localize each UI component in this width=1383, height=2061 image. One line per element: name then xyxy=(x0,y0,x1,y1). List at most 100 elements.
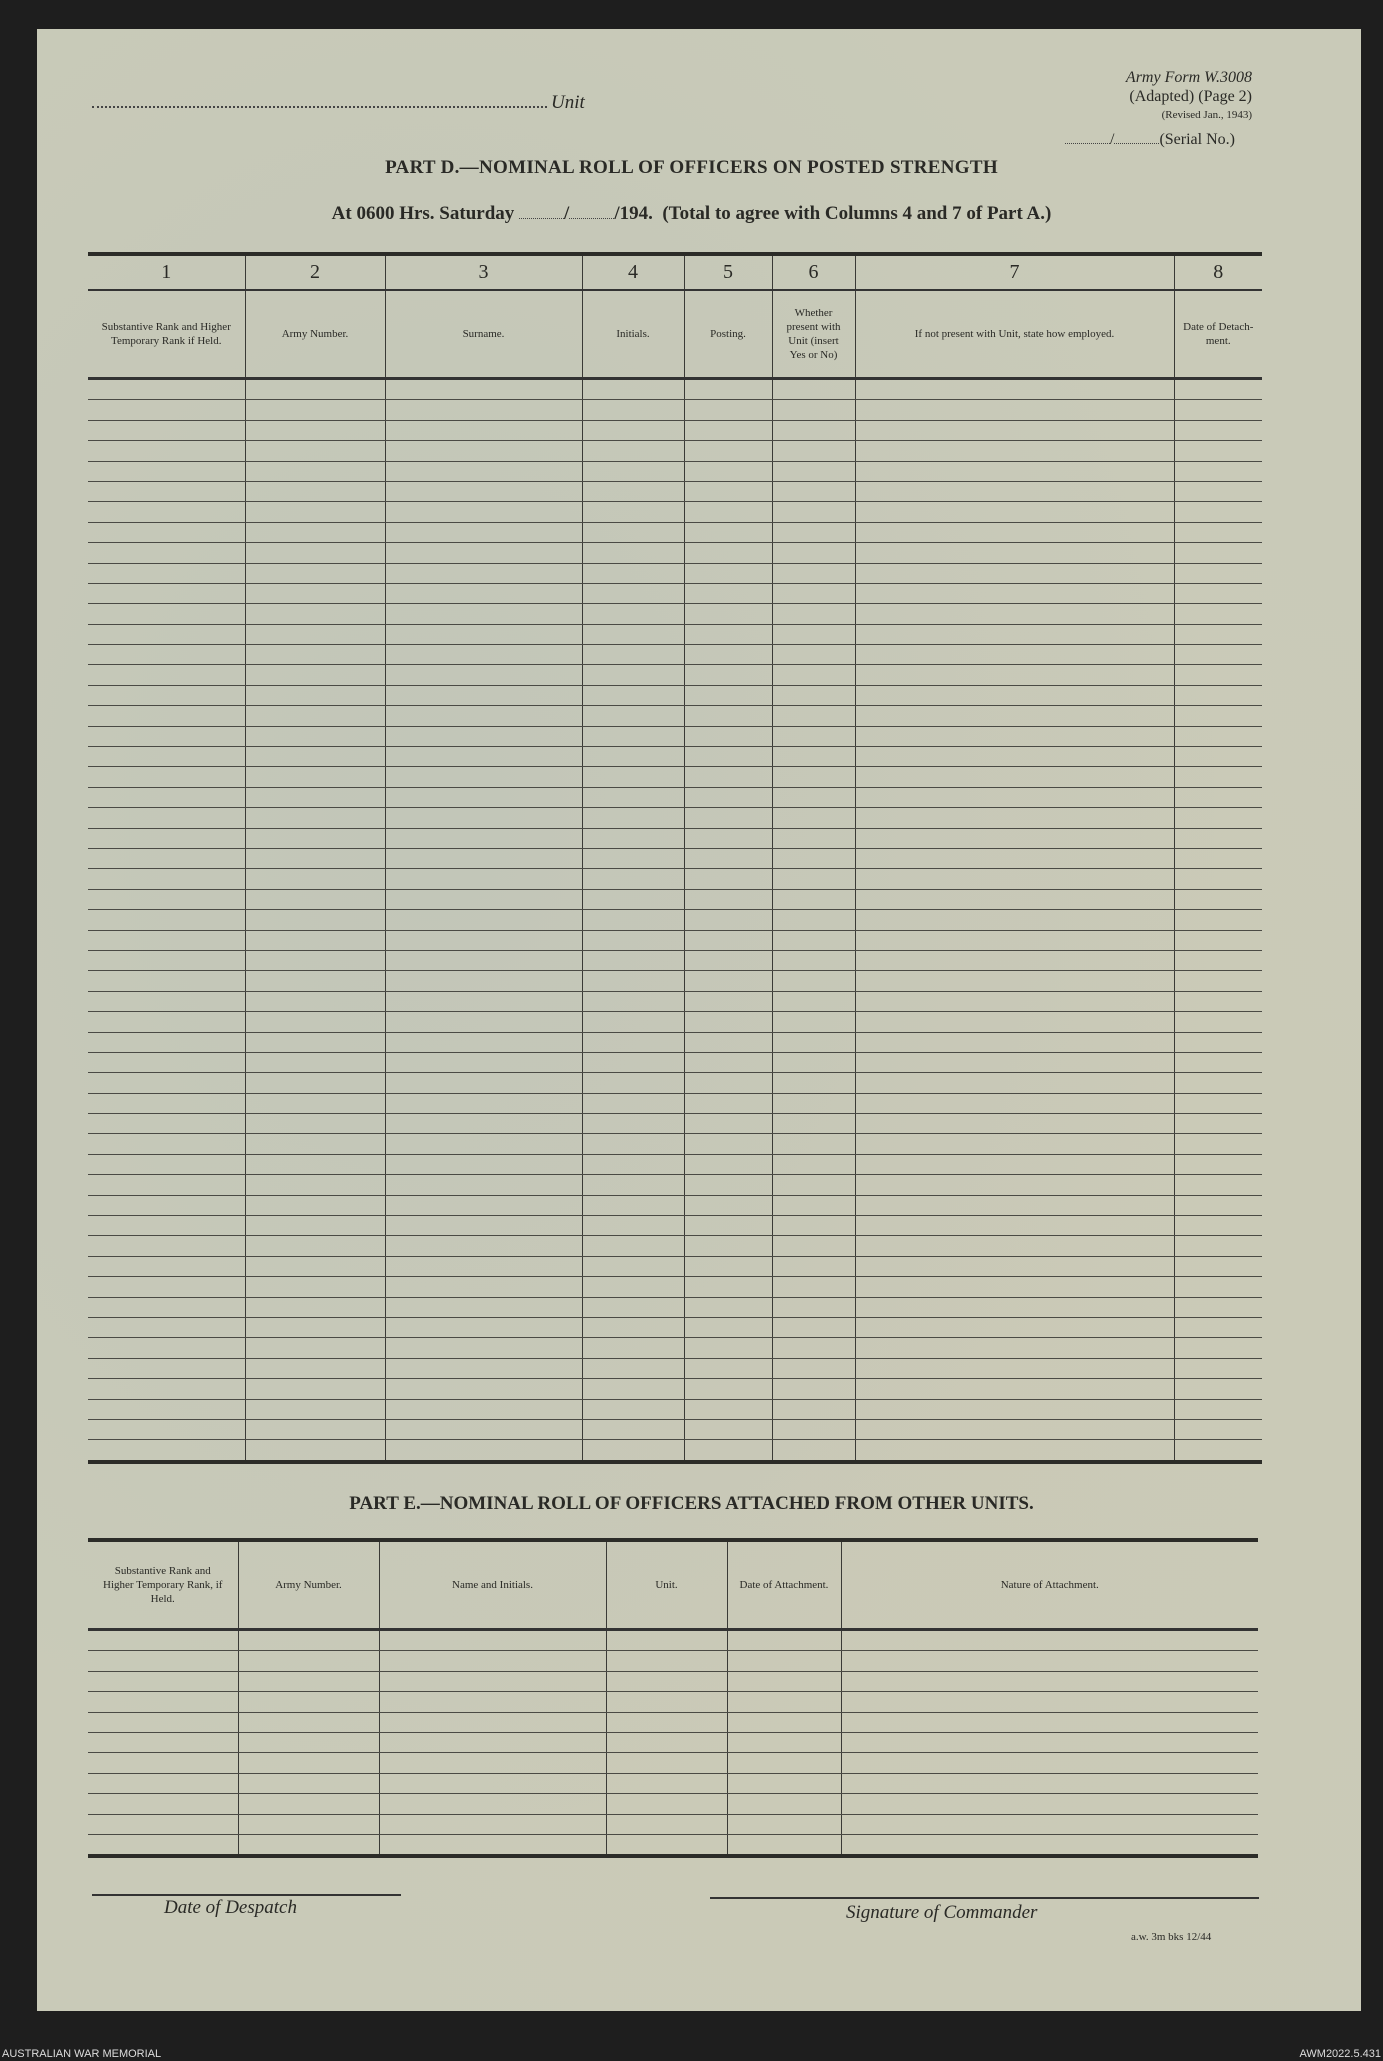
table-cell[interactable] xyxy=(683,807,773,829)
table-cell[interactable] xyxy=(244,705,386,727)
table-cell[interactable] xyxy=(244,420,386,442)
table-cell[interactable] xyxy=(244,807,386,829)
table-cell[interactable] xyxy=(581,1154,685,1176)
table-cell[interactable] xyxy=(384,1133,583,1155)
table-cell[interactable] xyxy=(244,685,386,707)
table-cell[interactable] xyxy=(378,1712,607,1733)
table-cell[interactable] xyxy=(854,644,1175,666)
table-cell[interactable] xyxy=(840,1650,1258,1672)
table-cell[interactable] xyxy=(1173,930,1262,951)
table-cell[interactable] xyxy=(244,766,386,788)
table-cell[interactable] xyxy=(854,542,1175,564)
table-cell[interactable] xyxy=(1173,481,1262,503)
table-cell[interactable] xyxy=(854,991,1175,1013)
table-cell[interactable] xyxy=(683,624,773,646)
table-cell[interactable] xyxy=(244,1256,386,1278)
table-cell[interactable] xyxy=(683,766,773,788)
table-cell[interactable] xyxy=(683,1439,773,1463)
table-cell[interactable] xyxy=(854,1093,1175,1115)
table-cell[interactable] xyxy=(771,1276,856,1298)
table-cell[interactable] xyxy=(88,583,246,605)
table-cell[interactable] xyxy=(88,1752,239,1774)
table-cell[interactable] xyxy=(88,1174,246,1196)
table-cell[interactable] xyxy=(771,909,856,931)
table-cell[interactable] xyxy=(683,1215,773,1237)
table-cell[interactable] xyxy=(726,1671,842,1693)
table-cell[interactable] xyxy=(244,1093,386,1115)
table-cell[interactable] xyxy=(384,1174,583,1196)
table-cell[interactable] xyxy=(771,664,856,686)
table-cell[interactable] xyxy=(854,1215,1175,1237)
table-cell[interactable] xyxy=(771,1133,856,1155)
table-cell[interactable] xyxy=(726,1650,842,1672)
table-cell[interactable] xyxy=(88,440,246,462)
table-cell[interactable] xyxy=(384,1358,583,1380)
table-cell[interactable] xyxy=(771,685,856,707)
table-cell[interactable] xyxy=(854,501,1175,523)
table-cell[interactable] xyxy=(244,726,386,748)
table-cell[interactable] xyxy=(683,1317,773,1339)
table-cell[interactable] xyxy=(605,1732,728,1754)
table-cell[interactable] xyxy=(683,970,773,992)
table-cell[interactable] xyxy=(237,1671,380,1693)
table-cell[interactable] xyxy=(384,868,583,890)
table-cell[interactable] xyxy=(581,624,685,646)
table-cell[interactable] xyxy=(1173,501,1262,523)
table-cell[interactable] xyxy=(581,1378,685,1400)
table-cell[interactable] xyxy=(1173,1439,1262,1463)
table-cell[interactable] xyxy=(771,1195,856,1217)
table-cell[interactable] xyxy=(683,1256,773,1278)
table-cell[interactable] xyxy=(1173,378,1262,401)
table-cell[interactable] xyxy=(244,501,386,523)
table-cell[interactable] xyxy=(88,1439,246,1463)
table-cell[interactable] xyxy=(683,889,773,911)
table-cell[interactable] xyxy=(1173,624,1262,646)
table-cell[interactable] xyxy=(237,1691,380,1713)
table-cell[interactable] xyxy=(854,726,1175,748)
table-cell[interactable] xyxy=(244,950,386,972)
table-cell[interactable] xyxy=(683,644,773,666)
table-cell[interactable] xyxy=(854,1419,1175,1441)
table-cell[interactable] xyxy=(771,991,856,1013)
table-cell[interactable] xyxy=(854,1297,1175,1318)
table-cell[interactable] xyxy=(581,746,685,768)
table-cell[interactable] xyxy=(581,930,685,951)
table-cell[interactable] xyxy=(581,522,685,544)
table-cell[interactable] xyxy=(88,1011,246,1033)
table-cell[interactable] xyxy=(854,1317,1175,1339)
table-cell[interactable] xyxy=(683,563,773,584)
table-cell[interactable] xyxy=(244,1297,386,1318)
table-cell[interactable] xyxy=(1173,970,1262,992)
table-cell[interactable] xyxy=(88,1235,246,1257)
table-cell[interactable] xyxy=(581,501,685,523)
table-cell[interactable] xyxy=(88,1399,246,1420)
table-cell[interactable] xyxy=(771,461,856,482)
table-cell[interactable] xyxy=(244,440,386,462)
table-cell[interactable] xyxy=(237,1732,380,1754)
table-cell[interactable] xyxy=(244,624,386,646)
table-cell[interactable] xyxy=(384,1052,583,1074)
table-cell[interactable] xyxy=(237,1629,380,1652)
table-cell[interactable] xyxy=(854,1337,1175,1359)
table-cell[interactable] xyxy=(854,1133,1175,1155)
table-cell[interactable] xyxy=(237,1650,380,1672)
table-cell[interactable] xyxy=(244,583,386,605)
table-cell[interactable] xyxy=(683,930,773,951)
table-cell[interactable] xyxy=(581,1439,685,1463)
table-cell[interactable] xyxy=(378,1671,607,1693)
table-cell[interactable] xyxy=(581,868,685,890)
table-cell[interactable] xyxy=(1173,889,1262,911)
table-cell[interactable] xyxy=(378,1691,607,1713)
table-cell[interactable] xyxy=(771,1215,856,1237)
table-cell[interactable] xyxy=(581,1419,685,1441)
table-cell[interactable] xyxy=(726,1773,842,1795)
table-cell[interactable] xyxy=(1173,1133,1262,1155)
table-cell[interactable] xyxy=(581,1052,685,1074)
table-cell[interactable] xyxy=(244,399,386,421)
table-cell[interactable] xyxy=(605,1691,728,1713)
table-cell[interactable] xyxy=(683,828,773,849)
table-cell[interactable] xyxy=(88,1814,239,1835)
table-cell[interactable] xyxy=(384,705,583,727)
table-cell[interactable] xyxy=(1173,909,1262,931)
table-cell[interactable] xyxy=(771,644,856,666)
